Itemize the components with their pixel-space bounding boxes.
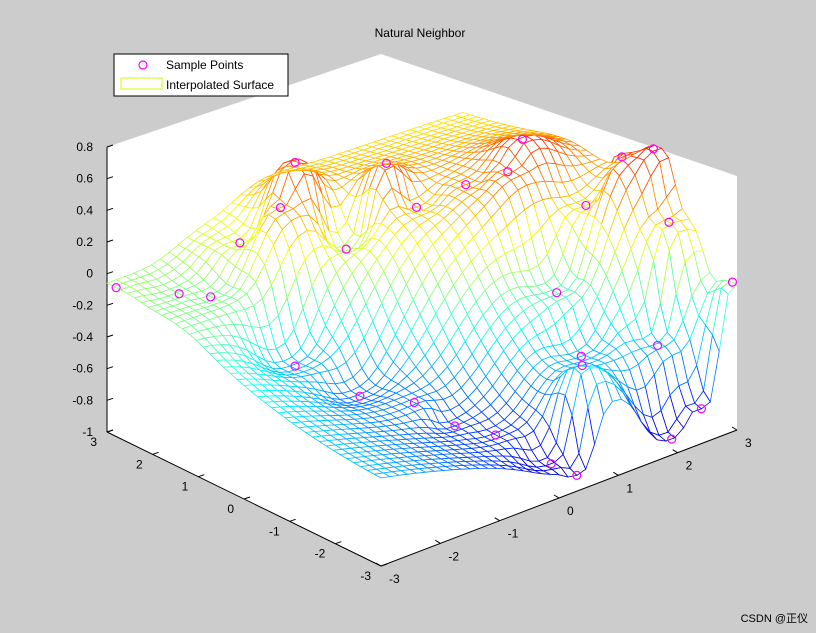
z-axis-ticks: -1 -0.8 -0.6 -0.4 -0.2 0 0.2 0.4 0.6 0.8 bbox=[72, 140, 114, 439]
y-tick-label: 0 bbox=[227, 502, 234, 516]
legend-sample-label: Sample Points bbox=[166, 58, 243, 72]
legend-surface-swatch bbox=[120, 77, 163, 90]
surface-cell bbox=[105, 279, 124, 287]
sample-point bbox=[409, 397, 419, 408]
z-tick-label: -0.2 bbox=[72, 298, 93, 312]
z-tick-mark bbox=[106, 239, 114, 243]
sample-point bbox=[652, 340, 663, 351]
y-tick-mark bbox=[106, 429, 114, 433]
y-tick-label: 1 bbox=[182, 480, 189, 494]
sample-point bbox=[648, 144, 659, 154]
sample-point bbox=[206, 292, 216, 302]
y-tick-label: -1 bbox=[269, 524, 280, 538]
y-tick-label: 3 bbox=[90, 435, 97, 449]
sample-point bbox=[581, 200, 591, 211]
sample-point bbox=[174, 289, 184, 299]
y-tick-mark bbox=[243, 496, 251, 500]
z-tick-label: 0.2 bbox=[76, 235, 93, 249]
z-tick-mark bbox=[106, 144, 114, 148]
legend: Sample Points Interpolated Surface bbox=[113, 53, 289, 97]
z-tick-label: 0.6 bbox=[76, 172, 93, 186]
sample-point bbox=[503, 167, 513, 177]
z-tick-label: 0 bbox=[86, 267, 93, 281]
z-tick-mark bbox=[106, 207, 114, 211]
sample-point bbox=[577, 360, 587, 371]
sample-point bbox=[355, 391, 365, 401]
x-tick-mark bbox=[672, 449, 678, 454]
sample-point bbox=[235, 238, 245, 248]
x-tick-label: 0 bbox=[567, 504, 574, 518]
legend-sample-marker bbox=[138, 60, 148, 70]
x-tick-label: 1 bbox=[626, 481, 633, 495]
y-tick-label: 2 bbox=[136, 457, 143, 471]
z-tick-mark bbox=[106, 334, 114, 338]
z-tick-mark bbox=[106, 271, 114, 275]
sample-point bbox=[341, 244, 351, 254]
sample-point bbox=[664, 217, 674, 227]
sample-point bbox=[290, 157, 300, 168]
z-tick-mark bbox=[106, 176, 114, 180]
sample-point bbox=[617, 152, 627, 162]
z-tick-mark bbox=[106, 302, 114, 306]
z-tick-label: 0.4 bbox=[76, 203, 93, 217]
sample-point bbox=[461, 179, 471, 190]
sample-point bbox=[546, 459, 556, 469]
x-tick-mark bbox=[613, 471, 619, 476]
x-tick-mark bbox=[731, 426, 738, 431]
x-tick-mark bbox=[435, 539, 441, 544]
x-tick-mark bbox=[494, 517, 500, 522]
sample-point bbox=[411, 202, 422, 212]
y-tick-label: -2 bbox=[315, 547, 326, 561]
y-tick-mark bbox=[198, 474, 205, 478]
z-tick-label: -0.6 bbox=[72, 362, 93, 376]
sample-point bbox=[275, 203, 286, 213]
sample-point bbox=[727, 277, 738, 287]
x-axis-ticks: -3 -2 -1 0 1 2 3 bbox=[375, 426, 752, 586]
sample-point bbox=[381, 158, 391, 168]
z-tick-label: -0.8 bbox=[72, 393, 93, 407]
x-tick-mark bbox=[375, 562, 382, 567]
x-tick-label: -3 bbox=[389, 572, 400, 586]
sample-point bbox=[576, 351, 586, 361]
z-tick-mark bbox=[106, 397, 114, 401]
y-axis-ticks: -3 -2 -1 0 1 2 3 bbox=[90, 429, 388, 583]
legend-surface-label: Interpolated Surface bbox=[166, 78, 274, 92]
z-tick-label: -1 bbox=[82, 425, 93, 439]
sample-point bbox=[111, 283, 121, 293]
sample-point bbox=[490, 430, 501, 440]
x-tick-label: -2 bbox=[448, 549, 459, 563]
x-tick-label: 3 bbox=[745, 436, 752, 450]
sample-points bbox=[111, 134, 738, 480]
sample-point bbox=[290, 361, 300, 371]
y-tick-mark bbox=[335, 541, 342, 545]
y-tick-mark bbox=[380, 563, 388, 567]
x-tick-label: -1 bbox=[508, 527, 519, 541]
z-tick-mark bbox=[106, 366, 114, 370]
watermark: CSDN @正仪 bbox=[741, 612, 808, 625]
sample-point bbox=[552, 288, 562, 298]
sample-point bbox=[667, 434, 677, 444]
y-tick-mark bbox=[152, 451, 159, 455]
z-tick-label: -0.4 bbox=[72, 330, 93, 344]
sample-point bbox=[450, 421, 460, 431]
z-tick-label: 0.8 bbox=[76, 140, 93, 154]
x-tick-mark bbox=[553, 494, 560, 499]
x-tick-label: 2 bbox=[686, 459, 693, 473]
y-tick-label: -3 bbox=[360, 569, 371, 583]
chart-title: Natural Neighbor bbox=[375, 26, 466, 40]
y-tick-mark bbox=[289, 518, 296, 522]
sample-point bbox=[517, 134, 528, 144]
sample-point bbox=[572, 470, 582, 480]
sample-point bbox=[696, 404, 707, 414]
